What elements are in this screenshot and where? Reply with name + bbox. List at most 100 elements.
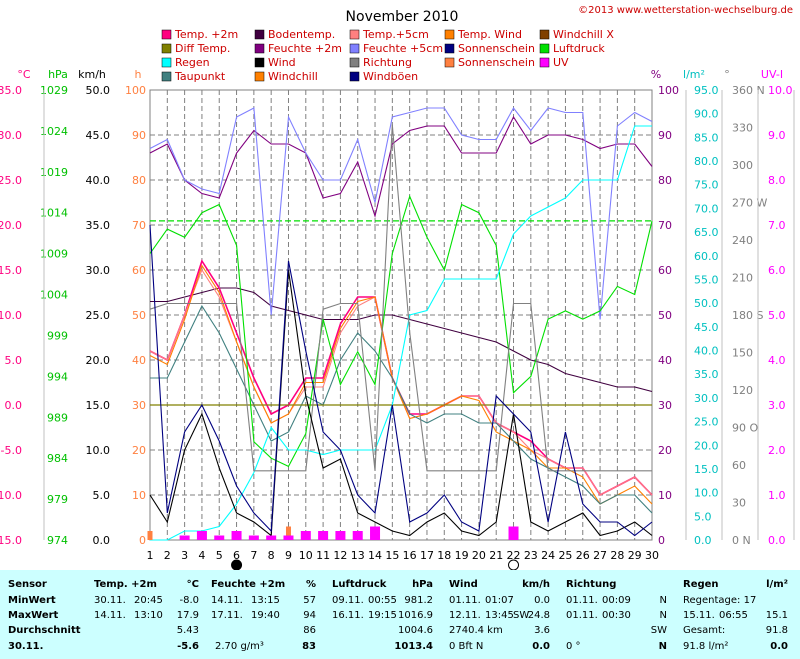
legend-swatch-sonnenschein-13: [444, 57, 455, 68]
series-uv-14-bar-10: [300, 531, 311, 540]
x-tick-4: 4: [198, 549, 205, 562]
axis-tick-h-5: 50: [132, 309, 146, 322]
axis-tick-right-2-0: 360 N: [732, 84, 765, 97]
axis-tick-right-1-14: 25.0: [694, 416, 719, 429]
legend-swatch-sonnenschein-8: [444, 43, 455, 54]
series-layer: [147, 106, 653, 541]
wind-current: 0.0: [532, 641, 550, 652]
axis-tick-km-h-10: 0.0: [93, 534, 111, 547]
series-uv-14-bar-7: [248, 535, 259, 540]
axis-tick-right-0-9: 10: [658, 489, 672, 502]
x-tick-16: 16: [403, 549, 417, 562]
axis-tick-c-2: 25.0: [0, 174, 22, 187]
axis-title-h-left: h: [135, 68, 142, 81]
series-uv-14-bar-3: [179, 535, 190, 540]
stats-temp-column: Temp. +2m °C 30.11. 20:45 -8.0 14.11. 13…: [90, 570, 207, 659]
axis-tick-hpa-6: 999: [47, 329, 68, 342]
axis-tick-right-1-19: 0.0: [694, 534, 712, 547]
luftdruck-min-value: 981.2: [404, 595, 433, 606]
stats-luftdruck-column: Luftdruck hPa 09.11. 00:55 981.2 16.11. …: [324, 570, 441, 659]
axis-tick-right-2-2: 300: [732, 159, 753, 172]
legend-swatch-temp-wind-3: [444, 29, 455, 40]
axis-tick-right-1-3: 80.0: [694, 155, 719, 168]
regen-max-date: 15.11.: [683, 610, 715, 621]
regen-current-total: 91.8 l/m²: [683, 641, 729, 652]
axis-title-grad-right: %: [651, 68, 661, 81]
axis-tick-right-3-5: 5.0: [768, 309, 786, 322]
axis-tick-h-8: 20: [132, 444, 146, 457]
axis-tick-hpa-3: 1014: [40, 207, 68, 220]
axis-tick-hpa-10: 979: [47, 493, 68, 506]
axis-tick-right-2-11: 30: [732, 497, 746, 510]
series-bodentemp-0: [150, 287, 653, 393]
axis-tick-c-4: 15.0: [0, 264, 22, 277]
richtung-current: N: [658, 641, 667, 652]
axis-tick-h-2: 80: [132, 174, 146, 187]
x-tick-22: 22: [507, 549, 521, 562]
axis-tick-right-2-5: 210: [732, 272, 753, 285]
legend-label-diff-temp-5: Diff Temp.: [175, 42, 230, 55]
legend-label-temp-5cm-2: Temp.+5cm: [362, 28, 429, 41]
feuchte-min-date: 14.11.: [211, 595, 243, 606]
axis-tick-hpa-1: 1024: [40, 125, 68, 138]
axis-tick-km-h-6: 20.0: [86, 354, 111, 367]
wind-current-bft: 0 Bft N: [449, 641, 484, 652]
legend-swatch-feuchte-5cm-7: [349, 43, 360, 54]
stats-wind-column: Wind km/h 01.11. 01:07 0.0 12.11. 13:45 …: [441, 570, 558, 659]
feuchte-min-time: 13:15: [251, 595, 280, 606]
axis-tick-right-3-10: 0.0: [768, 534, 786, 547]
axis-tick-right-3-0: 10.0: [768, 84, 793, 97]
series-uv-14-bar-12: [335, 531, 346, 540]
legend-swatch-diff-temp-5: [161, 43, 172, 54]
legend-label-feuchte-5cm-7: Feuchte +5cm: [363, 42, 443, 55]
axis-tick-right-1-18: 5.0: [694, 510, 712, 523]
series-feuchte-2m-6: [149, 115, 653, 219]
regen-gesamt: 91.8: [765, 625, 788, 636]
axis-tick-km-h-3: 35.0: [86, 219, 111, 232]
axis-tick-km-h-9: 5.0: [93, 489, 111, 502]
x-tick-5: 5: [216, 549, 223, 562]
stats-feuchte-column: Feuchte +2m % 14.11. 13:15 57 17.11. 19:…: [207, 570, 324, 659]
regen-unit: l/m²: [766, 579, 788, 590]
legend-swatch-bodentemp-1: [254, 29, 265, 40]
luftdruck-max-time: 19:15: [368, 610, 397, 621]
axis-tick-right-0-6: 40: [658, 354, 672, 367]
axis-tick-right-1-17: 10.0: [694, 487, 719, 500]
x-tick-10: 10: [299, 549, 313, 562]
axis-tick-right-1-15: 20.0: [694, 439, 719, 452]
axis-tick-right-1-5: 70.0: [694, 202, 719, 215]
axis-tick-right-1-9: 50.0: [694, 297, 719, 310]
axis-tick-right-1-0: 95.0: [694, 84, 719, 97]
legend-swatch-feuchte-2m-6: [254, 43, 265, 54]
regen-gesamt-label: Gesamt:: [683, 625, 726, 636]
richtung-max-date: 01.11.: [566, 610, 598, 621]
legend-label-windchill-16: Windchill: [268, 70, 318, 83]
temp-unit: °C: [186, 579, 199, 590]
axis-tick-right-1-10: 45.0: [694, 321, 719, 334]
series-sonnenschein-13-bar-9: [285, 526, 291, 540]
stats-table: Sensor MinWert MaxWert Durchschnitt 30.1…: [0, 570, 800, 659]
richtung-current-deg: 0 °: [566, 641, 581, 652]
axis-tick-right-2-10: 60: [732, 459, 746, 472]
axis-title-l-m-right: l/m²: [683, 68, 705, 81]
series-feuchte-5cm-7: [149, 106, 653, 320]
axis-tick-hpa-9: 984: [47, 452, 68, 465]
axis-title-c-left: °C: [17, 68, 31, 81]
axis-tick-km-h-5: 25.0: [86, 309, 111, 322]
luftdruck-min-date: 09.11.: [332, 595, 364, 606]
axis-tick-right-1-2: 85.0: [694, 131, 719, 144]
x-tick-6: 6: [233, 549, 240, 562]
regen-regentage: Regentage: 17: [683, 595, 757, 606]
luftdruck-min-time: 00:55: [368, 595, 397, 606]
wind-unit: km/h: [522, 579, 550, 590]
x-tick-29: 29: [628, 549, 642, 562]
temp-current: -5.6: [177, 641, 199, 652]
richtung-min-value: N: [659, 595, 667, 606]
richtung-avg: SW: [650, 625, 667, 636]
row-label-max: MaxWert: [8, 610, 59, 621]
x-tick-13: 13: [351, 549, 365, 562]
axis-title-grad-right: °: [724, 68, 730, 81]
wind-max-time: 13:45: [485, 610, 514, 621]
axis-tick-h-6: 40: [132, 354, 146, 367]
axis-tick-right-3-8: 2.0: [768, 444, 786, 457]
